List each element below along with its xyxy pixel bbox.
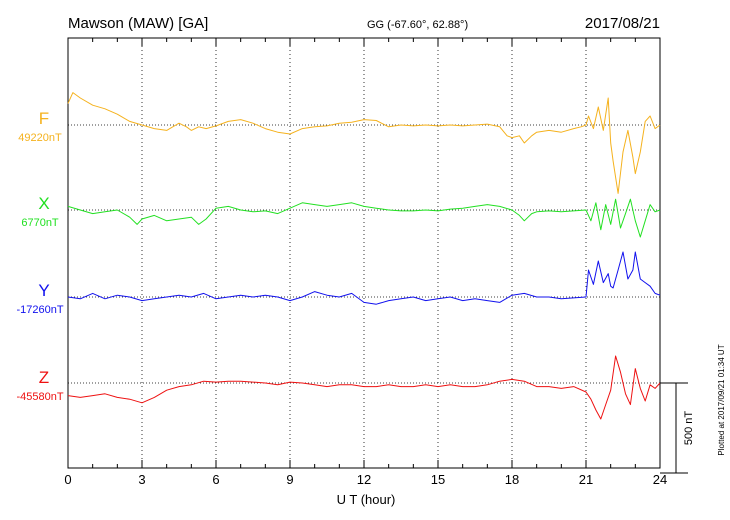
x-axis-label: U T (hour) [337, 492, 396, 507]
x-tick-label: 21 [579, 472, 593, 487]
x-tick-label: 18 [505, 472, 519, 487]
plotted-note: Plotted at 2017/09/21 01:34 UT [717, 344, 726, 455]
plot-area: 0 3 6 9 12 15 18 21 24 F 49220nT X 6770nT Y -17260nT Z -… [16, 37, 695, 487]
station-title: Mawson (MAW) [GA] [68, 15, 208, 32]
series-baseline-x: 6770nT [21, 217, 59, 229]
series-line-z [67, 355, 661, 420]
x-tick-label: 24 [653, 472, 667, 487]
x-tick-label: 6 [212, 472, 219, 487]
date-label: 2017/08/21 [585, 15, 660, 32]
series-baseline-z: -45580nT [16, 391, 63, 403]
x-tick-label: 12 [357, 472, 371, 487]
series-baseline-f: 49220nT [18, 132, 62, 144]
series-baseline-y: -17260nT [16, 304, 63, 316]
x-tick-label: 3 [138, 472, 145, 487]
x-tick-label: 15 [431, 472, 445, 487]
x-tick-label: 9 [286, 472, 293, 487]
series-line-y [67, 251, 661, 305]
series-name-x: X [38, 194, 49, 213]
series-line-f [67, 92, 661, 194]
series-line-x [67, 198, 661, 238]
series-name-z: Z [39, 368, 49, 387]
scale-bar-label: 500 nT [683, 411, 695, 446]
series-name-y: Y [38, 281, 49, 300]
series-name-f: F [39, 109, 49, 128]
x-tick-label: 0 [64, 472, 71, 487]
coordinates-label: GG (-67.60°, 62.88°) [367, 19, 468, 31]
